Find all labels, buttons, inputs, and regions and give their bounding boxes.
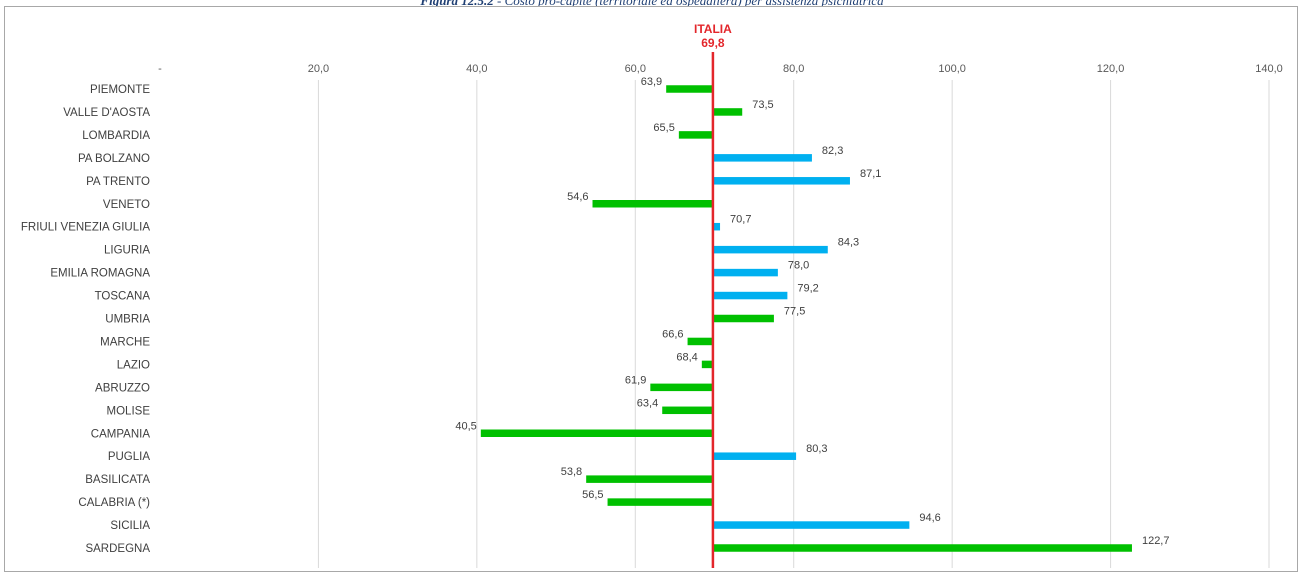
category-label: MOLISE	[107, 405, 151, 417]
bar	[712, 314, 774, 323]
category-label: PA BOLZANO	[78, 153, 150, 165]
category-label: LAZIO	[117, 359, 150, 371]
bar	[687, 337, 713, 346]
bar	[592, 200, 713, 208]
category-label: CALABRIA (*)	[78, 497, 150, 509]
data-label: 54,6	[567, 191, 588, 203]
data-label: 94,6	[919, 512, 940, 524]
data-label: 70,7	[730, 214, 751, 226]
x-tick-label: 80,0	[783, 63, 804, 75]
bar	[480, 429, 713, 437]
data-label: 61,9	[625, 374, 646, 386]
category-label: VENETO	[103, 199, 150, 211]
x-tick-label: 140,0	[1255, 63, 1283, 75]
bar	[586, 475, 713, 483]
reference-label: ITALIA	[694, 22, 732, 36]
category-label: PA TRENTO	[86, 176, 150, 188]
data-label: 56,5	[582, 489, 603, 501]
bar	[678, 131, 713, 139]
category-label: BASILICATA	[85, 474, 150, 486]
category-label: UMBRIA	[105, 314, 150, 326]
category-label: PUGLIA	[108, 451, 151, 463]
bar	[712, 177, 850, 185]
category-label: LIGURIA	[104, 245, 150, 257]
data-label: 53,8	[561, 466, 582, 478]
x-tick-label: 60,0	[625, 63, 646, 75]
x-tick-label: 120,0	[1097, 63, 1125, 75]
category-label: TOSCANA	[95, 291, 151, 303]
data-label: 84,3	[838, 237, 859, 249]
category-label: SARDEGNA	[85, 543, 150, 555]
category-label: EMILIA ROMAGNA	[50, 268, 150, 280]
data-label: 68,4	[676, 351, 697, 363]
category-label: LOMBARDIA	[82, 130, 150, 142]
bar	[712, 222, 721, 231]
bar	[666, 85, 713, 93]
data-label: 80,3	[806, 443, 827, 455]
bar	[712, 108, 743, 116]
data-label: 79,2	[797, 283, 818, 295]
category-label: PIEMONTE	[90, 84, 150, 96]
bar	[712, 154, 812, 162]
bar	[701, 360, 713, 369]
bar	[712, 452, 797, 460]
bar	[662, 406, 713, 415]
bar	[712, 521, 910, 529]
x-tick-label: 20,0	[308, 63, 329, 75]
data-label: 87,1	[860, 168, 881, 180]
data-label: 122,7	[1142, 535, 1170, 547]
category-label: MARCHE	[100, 336, 150, 348]
x-tick-label: 100,0	[938, 63, 966, 75]
bar	[607, 498, 713, 506]
figure-title-number: Figura 12.5.2	[420, 0, 494, 8]
bar	[650, 383, 713, 392]
bar	[712, 544, 1132, 552]
data-label: 77,5	[784, 306, 805, 318]
data-label: 65,5	[653, 122, 674, 134]
category-label: ABRUZZO	[95, 382, 150, 394]
data-label: 40,5	[455, 420, 476, 432]
bar	[712, 268, 778, 277]
data-label: 66,6	[662, 328, 683, 340]
bar	[712, 245, 828, 254]
category-label: SICILIA	[110, 520, 150, 532]
data-label: 73,5	[752, 99, 773, 111]
data-label: 63,4	[637, 397, 658, 409]
x-tick-label: -	[158, 63, 162, 75]
reference-value-label: 69,8	[701, 36, 725, 50]
category-label: FRIULI VENEZIA GIULIA	[21, 222, 150, 234]
category-label: CAMPANIA	[91, 428, 151, 440]
data-label: 63,9	[641, 76, 662, 88]
bar	[712, 291, 788, 300]
data-label: 82,3	[822, 145, 843, 157]
figure-title-text: - Costo pro-capite (territoriale ed ospe…	[493, 0, 884, 8]
category-label: VALLE D'AOSTA	[63, 107, 150, 119]
figure-title: Figura 12.5.2 - Costo pro-capite (territ…	[0, 0, 1304, 9]
data-label: 78,0	[788, 260, 809, 272]
x-tick-label: 40,0	[466, 63, 487, 75]
